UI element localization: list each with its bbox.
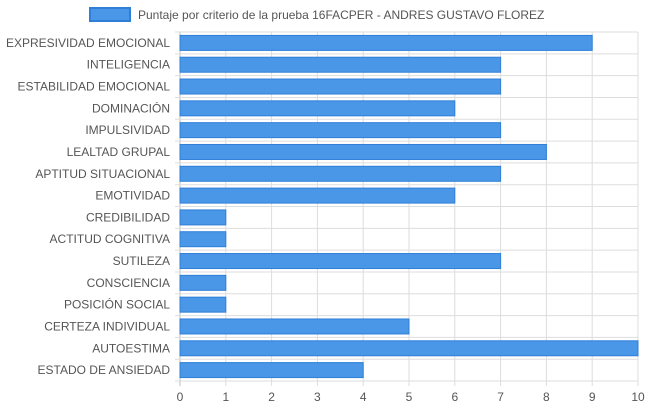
- category-label: EMOTIVIDAD: [95, 189, 170, 203]
- x-tick-label: 6: [451, 390, 458, 404]
- category-labels: EXPRESIVIDAD EMOCIONAL INTELIGENCIA ESTABI…: [6, 36, 170, 377]
- bars: [179, 34, 639, 379]
- bar[interactable]: [179, 165, 502, 182]
- bar[interactable]: [179, 340, 639, 357]
- x-axis-ticks: 0 1 2 3 4 5 6 7 8 9 10: [177, 390, 645, 404]
- category-label: ACTITUD COGNITIVA: [50, 232, 170, 246]
- category-label: IMPULSIVIDAD: [85, 123, 170, 137]
- category-label: APTITUD SITUACIONAL: [35, 167, 170, 181]
- category-label: DOMINACIÓN: [92, 100, 170, 115]
- category-label: POSICIÓN SOCIAL: [64, 297, 170, 312]
- bar[interactable]: [179, 362, 364, 379]
- x-tick-label: 2: [268, 390, 275, 404]
- category-label: ESTADO DE ANSIEDAD: [38, 363, 171, 377]
- bar[interactable]: [179, 231, 227, 248]
- x-tick-label: 4: [360, 390, 367, 404]
- bar[interactable]: [179, 296, 227, 313]
- x-tick-label: 3: [314, 390, 321, 404]
- legend-label: Puntaje por criterio de la prueba 16FACP…: [138, 8, 544, 22]
- category-label: LEALTAD GRUPAL: [67, 145, 171, 159]
- bar[interactable]: [179, 56, 502, 73]
- bar[interactable]: [179, 34, 593, 51]
- legend[interactable]: Puntaje por criterio de la prueba 16FACP…: [89, 7, 544, 22]
- category-label: INTELIGENCIA: [87, 58, 170, 72]
- bar[interactable]: [179, 143, 547, 160]
- x-tick-label: 7: [497, 390, 504, 404]
- bar[interactable]: [179, 253, 502, 270]
- bar[interactable]: [179, 78, 502, 95]
- category-label: SUTILEZA: [113, 254, 170, 268]
- x-tick-label: 0: [177, 390, 184, 404]
- bar[interactable]: [179, 318, 410, 335]
- bar[interactable]: [179, 209, 227, 226]
- x-tick-label: 9: [589, 390, 596, 404]
- bar[interactable]: [179, 100, 456, 117]
- category-label: CONSCIENCIA: [87, 276, 170, 290]
- category-label: EXPRESIVIDAD EMOCIONAL: [6, 36, 170, 50]
- category-label: CREDIBILIDAD: [86, 210, 170, 224]
- category-label: ESTABILIDAD EMOCIONAL: [18, 80, 171, 94]
- x-tick-label: 1: [222, 390, 229, 404]
- x-tick-label: 10: [631, 390, 645, 404]
- x-tick-label: 5: [406, 390, 413, 404]
- category-label: AUTOESTIMA: [92, 341, 170, 355]
- legend-swatch: [89, 7, 131, 22]
- bar[interactable]: [179, 122, 502, 139]
- bar[interactable]: [179, 187, 456, 204]
- x-tick-label: 8: [543, 390, 550, 404]
- bar[interactable]: [179, 274, 227, 291]
- category-label: CERTEZA INDIVIDUAL: [44, 319, 170, 333]
